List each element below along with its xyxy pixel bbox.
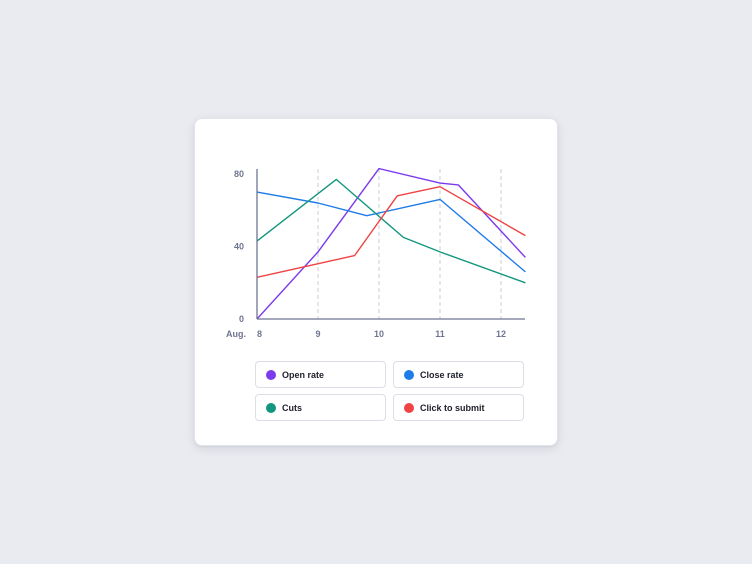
series-line-open-rate: [256, 167, 526, 320]
line-chart: 0 40 80 8 9 10 11 12 Aug.: [226, 167, 526, 339]
legend: Open rate Close rate Cuts Click to submit: [255, 361, 525, 421]
series-line-close-rate: [256, 191, 526, 273]
legend-label: Close rate: [420, 369, 464, 380]
x-tick-label: 12: [496, 329, 506, 339]
legend-dot-icon: [266, 369, 276, 380]
legend-label: Open rate: [282, 369, 325, 380]
legend-dot-icon: [266, 402, 276, 413]
x-tick-label: 9: [315, 329, 320, 339]
legend-item-cuts[interactable]: Cuts: [255, 394, 386, 421]
legend-item-close-rate[interactable]: Close rate: [393, 361, 524, 388]
legend-label: Cuts: [282, 402, 302, 413]
grid-lines: [317, 169, 502, 319]
y-tick-labels: 0 40 80: [234, 169, 244, 324]
legend-item-click-to-submit[interactable]: Click to submit: [393, 394, 524, 421]
legend-label: Click to submit: [420, 402, 485, 413]
x-tick-label: 8: [257, 329, 262, 339]
x-axis-prefix-label: Aug.: [226, 329, 246, 339]
x-tick-labels: 8 9 10 11 12: [257, 329, 506, 339]
legend-dot-icon: [404, 369, 414, 380]
legend-item-open-rate[interactable]: Open rate: [255, 361, 386, 388]
series-lines: [256, 167, 526, 320]
chart-card: 0 40 80 8 9 10 11 12 Aug. Open rate Close rate C…: [194, 118, 558, 446]
y-tick-label: 80: [234, 169, 244, 179]
series-line-cuts: [256, 178, 526, 284]
legend-dot-icon: [404, 402, 414, 413]
series-line-click-to-submit: [256, 185, 526, 278]
x-tick-label: 10: [374, 329, 384, 339]
x-tick-label: 11: [435, 329, 445, 339]
y-tick-label: 40: [234, 242, 244, 252]
y-tick-label: 0: [239, 314, 244, 324]
